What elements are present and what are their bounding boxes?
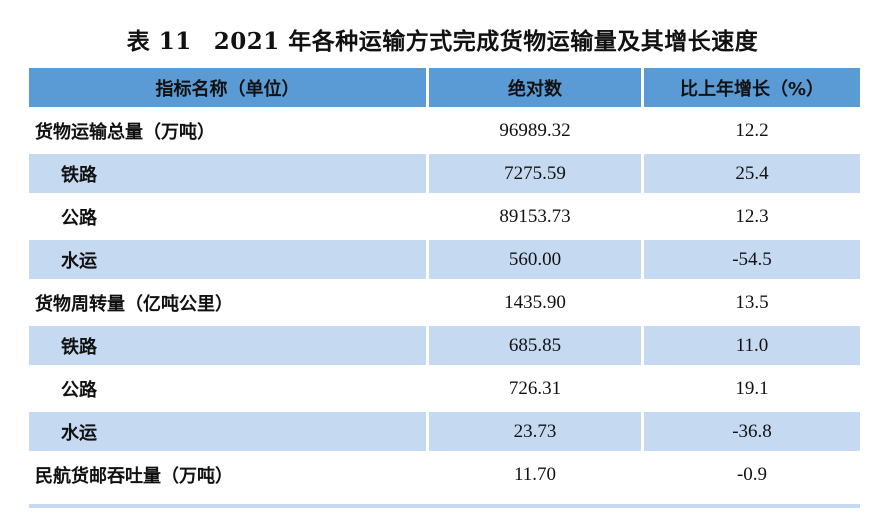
row-name-cell: 铁路 xyxy=(29,326,429,369)
row-growth-cell: 13.5 xyxy=(644,283,860,326)
table-title: 表 11 2021 年各种运输方式完成货物运输量及其增长速度 xyxy=(0,22,885,56)
row-growth-cell: 12.3 xyxy=(644,197,860,240)
row-value-cell: 685.85 xyxy=(429,326,644,369)
table-row: 铁路 685.85 11.0 xyxy=(29,326,860,369)
row-name-cell: 铁路 xyxy=(29,154,429,197)
table-number: 表 11 xyxy=(126,28,192,55)
table-row: 铁路 7275.59 25.4 xyxy=(29,154,860,197)
row-value-cell: 23.73 xyxy=(429,412,644,455)
row-growth-cell: -54.5 xyxy=(644,240,860,283)
row-value-cell: 89153.73 xyxy=(429,197,644,240)
header-absolute: 绝对数 xyxy=(429,68,644,111)
header-row: 指标名称（单位） 绝对数 比上年增长（%） xyxy=(29,68,860,111)
row-name-cell: 公路 xyxy=(29,369,429,412)
table-row: 货物运输总量（万吨） 96989.32 12.2 xyxy=(29,111,860,154)
row-value-cell: 560.00 xyxy=(429,240,644,283)
freight-table: 指标名称（单位） 绝对数 比上年增长（%） 货物运输总量（万吨） 96989.32… xyxy=(29,68,860,498)
row-value-cell: 1435.90 xyxy=(429,283,644,326)
header-indicator: 指标名称（单位） xyxy=(29,68,429,111)
row-name-cell: 民航货邮吞吐量（万吨） xyxy=(29,455,429,498)
row-growth-cell: 12.2 xyxy=(644,111,860,154)
row-value-cell: 726.31 xyxy=(429,369,644,412)
header-growth: 比上年增长（%） xyxy=(644,68,860,111)
row-growth-cell: 11.0 xyxy=(644,326,860,369)
row-name-cell: 水运 xyxy=(29,240,429,283)
bottom-rule xyxy=(29,504,860,508)
row-growth-cell: -36.8 xyxy=(644,412,860,455)
table-row: 水运 23.73 -36.8 xyxy=(29,412,860,455)
row-growth-cell: 19.1 xyxy=(644,369,860,412)
row-name-cell: 货物运输总量（万吨） xyxy=(29,111,429,154)
row-value-cell: 7275.59 xyxy=(429,154,644,197)
row-value-cell: 11.70 xyxy=(429,455,644,498)
table-row: 公路 726.31 19.1 xyxy=(29,369,860,412)
row-growth-cell: -0.9 xyxy=(644,455,860,498)
table-title-text: 2021 年各种运输方式完成货物运输量及其增长速度 xyxy=(213,28,759,55)
row-name-cell: 公路 xyxy=(29,197,429,240)
table-row: 公路 89153.73 12.3 xyxy=(29,197,860,240)
table-row: 民航货邮吞吐量（万吨） 11.70 -0.9 xyxy=(29,455,860,498)
row-name-cell: 货物周转量（亿吨公里） xyxy=(29,283,429,326)
row-value-cell: 96989.32 xyxy=(429,111,644,154)
table-row: 水运 560.00 -54.5 xyxy=(29,240,860,283)
table-row: 货物周转量（亿吨公里） 1435.90 13.5 xyxy=(29,283,860,326)
row-name-cell: 水运 xyxy=(29,412,429,455)
row-growth-cell: 25.4 xyxy=(644,154,860,197)
